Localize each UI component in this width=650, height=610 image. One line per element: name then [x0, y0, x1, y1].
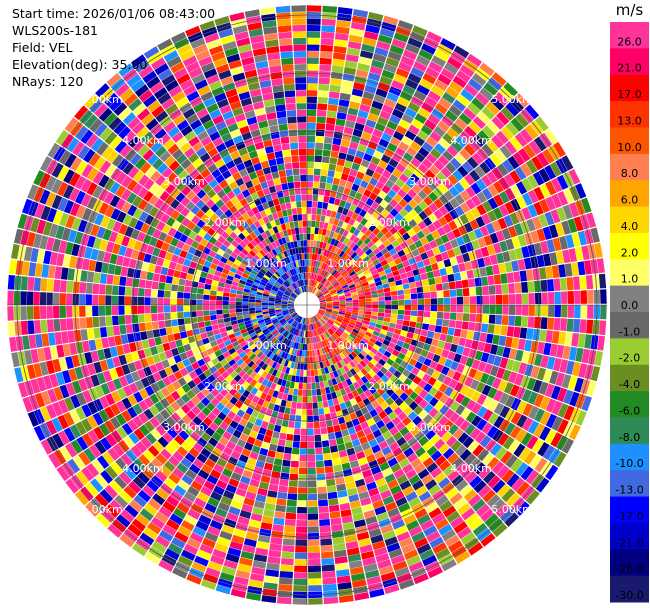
colorbar-swatch [610, 285, 649, 313]
colorbar-swatch [610, 48, 649, 76]
range-ring-labels: 1.00km 1.00km 1.00km 1.00km 2.00km 2.00km 2.00… [81, 93, 533, 516]
colorbar-tick-label: -8.0 [619, 431, 640, 444]
colorbar-tick-label: -4.0 [619, 378, 640, 391]
colorbar-swatch [610, 549, 649, 577]
ring-label: 2.00km [204, 380, 246, 393]
colorbar-swatch [610, 522, 649, 550]
nrays-label: NRays: 120 [12, 74, 84, 89]
ring-label: 5.00km [81, 93, 123, 106]
colorbar-tick-label: -26.0 [615, 563, 643, 576]
colorbar-tick-label: 2.0 [621, 246, 639, 259]
colorbar-swatch [610, 259, 649, 287]
start-time-label: Start time: 2026/01/06 08:43:00 [12, 6, 216, 21]
colorbar-swatch [610, 74, 649, 102]
colorbar-swatch [610, 153, 649, 181]
velocity-gates-8.0 [14, 15, 597, 579]
colorbar-swatch [610, 206, 649, 234]
ring-label: 1.00km [245, 257, 287, 270]
scan-info: Start time: 2026/01/06 08:43:00 WLS200s-… [12, 5, 215, 90]
ring-label: 4.00km [450, 462, 492, 475]
ring-label: 2.00km [204, 216, 246, 229]
colorbar-swatch [610, 496, 649, 524]
colorbar-tick-label: -1.0 [619, 325, 640, 338]
ring-label: 3.00km [163, 175, 205, 188]
colorbar-tick-label: -2.0 [619, 352, 640, 365]
ring-label: 1.00km [245, 339, 287, 352]
instrument-label: WLS200s-181 [12, 23, 98, 38]
colorbar-swatch [610, 443, 649, 471]
colorbar-swatch [610, 470, 649, 498]
velocity-gates-4.0 [39, 31, 581, 589]
colorbar-tick-label: 1.0 [621, 273, 639, 286]
ring-label: 3.00km [409, 421, 451, 434]
ring-label: 5.00km [491, 93, 533, 106]
ring-label: 2.00km [368, 216, 410, 229]
ring-label: 5.00km [491, 503, 533, 516]
ring-label: 3.00km [163, 421, 205, 434]
colorbar-tick-label: -30.0 [615, 589, 643, 602]
colorbar-swatch [610, 417, 649, 445]
colorbar-tick-label: 8.0 [621, 167, 639, 180]
ring-label: 2.00km [368, 380, 410, 393]
colorbar-unit: m/s [616, 1, 644, 19]
field-label: Field: VEL [12, 40, 73, 55]
colorbar-tick-label: 21.0 [617, 62, 642, 75]
colorbar-tick-label: -10.0 [615, 457, 643, 470]
colorbar-tick-label: 0.0 [621, 299, 639, 312]
velocity-gates--8.0 [14, 20, 607, 591]
elevation-label: Elevation(deg): 35.00 [12, 57, 148, 72]
colorbar-tick-label: 26.0 [617, 35, 642, 48]
colorbar-swatch [610, 338, 649, 366]
colorbar-swatch [610, 312, 649, 339]
colorbar-tick-label: -17.0 [615, 510, 643, 523]
ring-label: 1.00km [327, 339, 369, 352]
ring-label: 1.00km [327, 257, 369, 270]
colorbar-swatch [610, 101, 649, 128]
colorbar-swatch [610, 391, 649, 418]
colorbar-swatch [610, 364, 649, 392]
colorbar-swatch [610, 22, 649, 49]
range-rings [7, 5, 607, 605]
ring-label: 5.00km [81, 503, 123, 516]
colorbar-tick-label: 4.0 [621, 220, 639, 233]
colorbar-swatch [610, 575, 649, 603]
velocity-gates--17.0 [7, 24, 599, 599]
colorbar: m/s 26.0 21.0 17.0 13.0 10.0 8.0 6.0 4.0 2.0 1.0 0.… [610, 1, 649, 603]
colorbar-tick-label: 13.0 [617, 114, 642, 127]
colorbar-tick-label: -13.0 [615, 484, 643, 497]
ring-label: 4.00km [122, 134, 164, 147]
colorbar-tick-label: 10.0 [617, 141, 642, 154]
ring-label: 3.00km [409, 175, 451, 188]
ring-label: 4.00km [450, 134, 492, 147]
colorbar-swatch [610, 180, 649, 208]
colorbar-swatch [610, 127, 649, 155]
ring-label: 4.00km [122, 462, 164, 475]
colorbar-tick-label: -21.0 [615, 536, 643, 549]
colorbar-tick-label: 6.0 [621, 194, 639, 207]
colorbar-swatch [610, 232, 649, 260]
colorbar-tick-label: 17.0 [617, 88, 642, 101]
colorbar-tick-label: -6.0 [619, 404, 640, 417]
